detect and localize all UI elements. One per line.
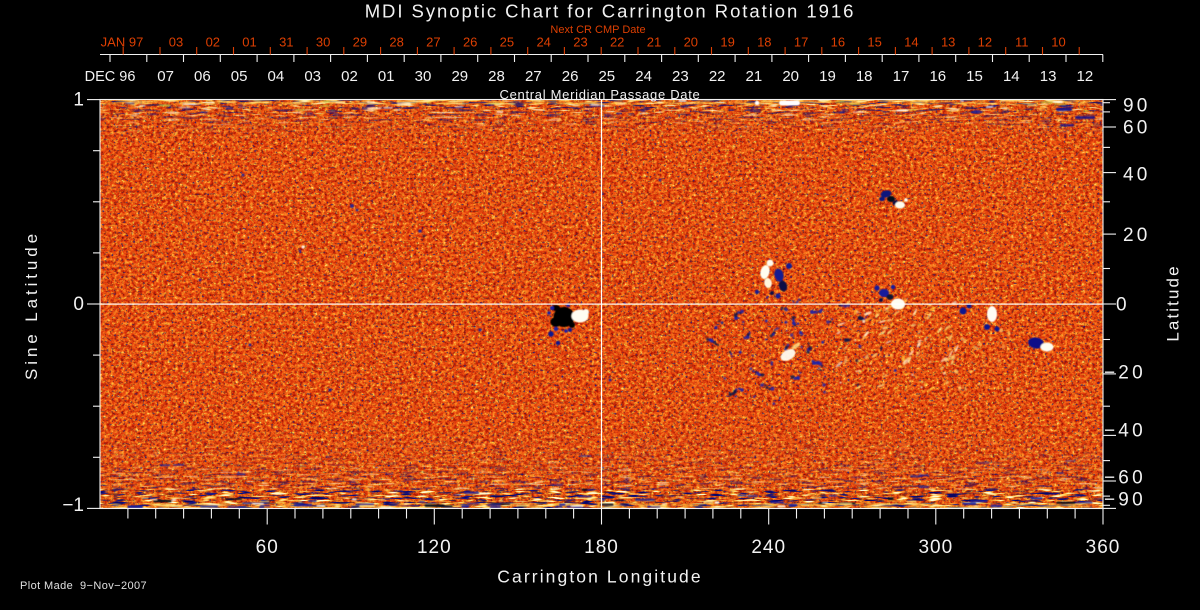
svg-text:31: 31 [279, 35, 293, 50]
svg-text:24: 24 [536, 35, 550, 50]
svg-text:−20: −20 [1104, 363, 1146, 384]
svg-text:Sine Latitude: Sine Latitude [22, 230, 41, 380]
svg-text:26: 26 [463, 35, 477, 50]
svg-text:28: 28 [488, 68, 505, 85]
svg-text:180: 180 [584, 537, 619, 558]
svg-text:−90: −90 [1104, 490, 1146, 511]
svg-text:13: 13 [941, 35, 955, 50]
svg-text:Plot Made 9−Nov−2007: Plot Made 9−Nov−2007 [20, 580, 147, 592]
svg-text:30: 30 [316, 35, 330, 50]
svg-text:0: 0 [73, 294, 84, 315]
svg-text:−60: −60 [1104, 468, 1146, 489]
svg-text:04: 04 [268, 68, 285, 85]
svg-text:23: 23 [672, 68, 689, 85]
svg-text:21: 21 [746, 68, 763, 85]
svg-text:JAN 97: JAN 97 [101, 35, 144, 50]
svg-text:17: 17 [794, 35, 808, 50]
svg-text:12: 12 [978, 35, 992, 50]
svg-text:−40: −40 [1104, 421, 1146, 442]
svg-text:29: 29 [451, 68, 468, 85]
svg-text:20: 20 [684, 35, 698, 50]
svg-text:360: 360 [1086, 537, 1121, 558]
svg-text:05: 05 [231, 68, 248, 85]
svg-text:28: 28 [389, 35, 403, 50]
svg-text:30: 30 [415, 68, 432, 85]
svg-text:Latitude: Latitude [1164, 264, 1183, 341]
svg-text:18: 18 [757, 35, 771, 50]
svg-text:20: 20 [782, 68, 799, 85]
svg-text:MDI Synoptic Chart for Carring: MDI Synoptic Chart for Carrington Rotati… [365, 1, 856, 22]
svg-text:22: 22 [610, 35, 624, 50]
svg-text:16: 16 [831, 35, 845, 50]
svg-text:14: 14 [904, 35, 918, 50]
svg-text:17: 17 [893, 68, 910, 85]
svg-text:0: 0 [1116, 295, 1130, 316]
svg-text:25: 25 [500, 35, 514, 50]
svg-text:90: 90 [1123, 96, 1151, 117]
svg-text:01: 01 [242, 35, 256, 50]
svg-text:20: 20 [1123, 225, 1151, 246]
svg-text:16: 16 [929, 68, 946, 85]
svg-text:13: 13 [1040, 68, 1057, 85]
svg-text:10: 10 [1051, 35, 1065, 50]
svg-text:−1: −1 [62, 495, 84, 516]
svg-text:120: 120 [417, 537, 452, 558]
svg-text:60: 60 [1123, 118, 1151, 139]
svg-text:12: 12 [1077, 68, 1094, 85]
svg-text:02: 02 [341, 68, 358, 85]
svg-text:11: 11 [1015, 35, 1029, 50]
svg-text:22: 22 [709, 68, 726, 85]
svg-text:15: 15 [867, 35, 881, 50]
svg-text:14: 14 [1003, 68, 1020, 85]
svg-text:240: 240 [751, 537, 786, 558]
svg-text:1: 1 [73, 90, 84, 111]
svg-text:29: 29 [353, 35, 367, 50]
svg-text:24: 24 [635, 68, 652, 85]
svg-text:07: 07 [157, 68, 174, 85]
svg-text:01: 01 [378, 68, 395, 85]
svg-text:40: 40 [1123, 165, 1151, 186]
svg-text:60: 60 [256, 537, 279, 558]
svg-text:DEC 96: DEC 96 [85, 69, 136, 85]
svg-text:27: 27 [426, 35, 440, 50]
svg-text:15: 15 [966, 68, 983, 85]
svg-text:300: 300 [918, 537, 953, 558]
svg-text:21: 21 [647, 35, 661, 50]
svg-text:18: 18 [856, 68, 873, 85]
svg-text:27: 27 [525, 68, 542, 85]
svg-text:Central Meridian Passage Date: Central Meridian Passage Date [500, 87, 701, 102]
svg-text:19: 19 [819, 68, 836, 85]
svg-text:03: 03 [304, 68, 321, 85]
svg-text:06: 06 [194, 68, 211, 85]
svg-text:03: 03 [169, 35, 183, 50]
svg-text:25: 25 [598, 68, 615, 85]
svg-text:Carrington Longitude: Carrington Longitude [497, 567, 702, 587]
svg-text:Next CR CMP Date: Next CR CMP Date [550, 24, 645, 36]
svg-text:02: 02 [206, 35, 220, 50]
svg-text:23: 23 [573, 35, 587, 50]
svg-text:26: 26 [562, 68, 579, 85]
svg-text:19: 19 [720, 35, 734, 50]
